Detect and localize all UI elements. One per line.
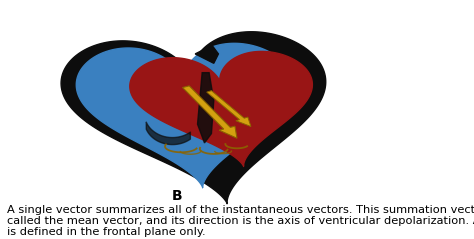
FancyArrow shape (207, 91, 251, 126)
Text: called the mean vector, and its direction is the axis of ventricular depolarizat: called the mean vector, and its directio… (7, 216, 474, 226)
Text: is defined in the frontal plane only.: is defined in the frontal plane only. (7, 228, 206, 238)
Polygon shape (76, 43, 293, 188)
Text: A single vector summarizes all of the instantaneous vectors. This summation vect: A single vector summarizes all of the in… (7, 205, 474, 215)
FancyArrow shape (182, 86, 237, 138)
Polygon shape (198, 73, 214, 143)
Polygon shape (130, 51, 312, 166)
Polygon shape (61, 32, 326, 204)
Polygon shape (195, 44, 219, 63)
Text: B: B (171, 189, 182, 203)
